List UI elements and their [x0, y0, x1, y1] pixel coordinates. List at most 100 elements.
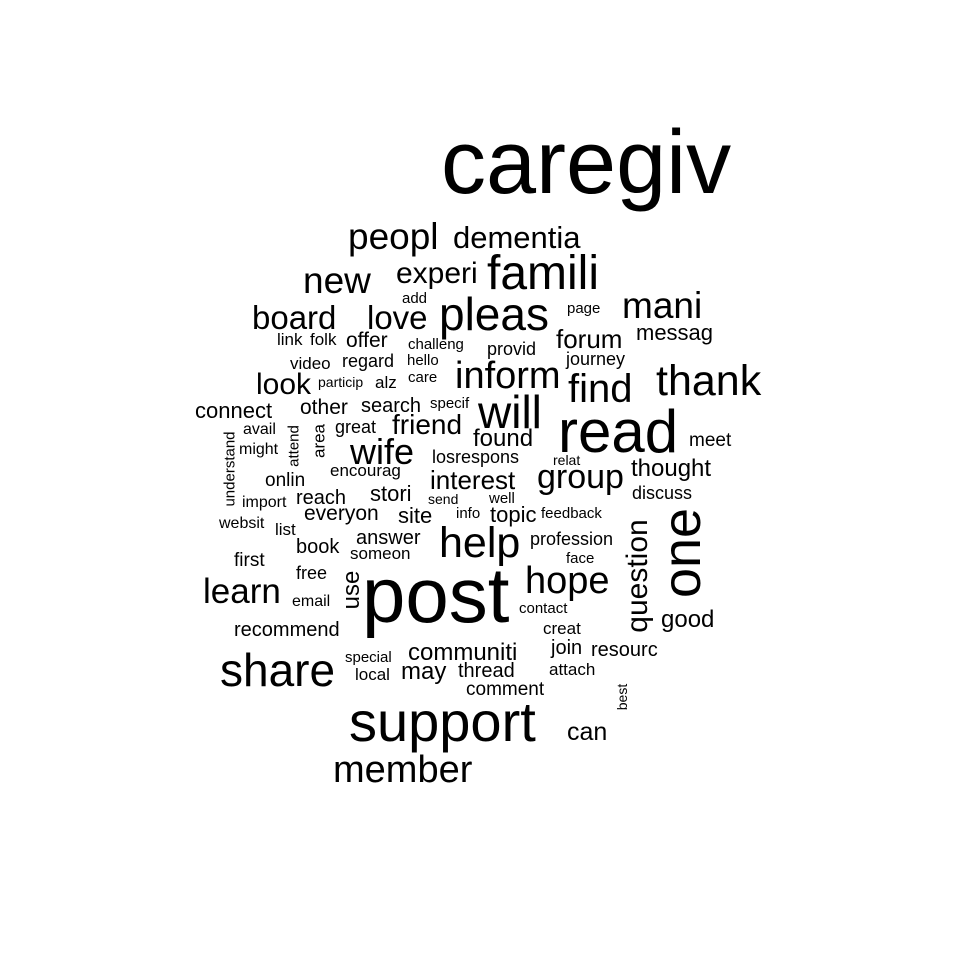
word: group [537, 458, 624, 496]
word: look [256, 368, 312, 401]
word: mani [622, 285, 703, 326]
word: help [439, 519, 521, 567]
word: free [296, 563, 328, 583]
word: alz [375, 373, 397, 392]
word: answer [356, 527, 421, 549]
word: search [361, 395, 422, 417]
word: offer [346, 329, 388, 352]
word: stori [370, 481, 412, 506]
word: post [362, 551, 510, 639]
word: link [277, 330, 303, 349]
word: board [252, 299, 337, 336]
word: hope [525, 560, 610, 602]
word: import [242, 494, 287, 511]
word: recommend [234, 619, 340, 641]
word: famili [487, 247, 600, 300]
word: list [275, 520, 296, 539]
word: find [568, 367, 633, 411]
word: topic [490, 502, 537, 527]
word: experi [396, 257, 478, 290]
word: inform [455, 355, 561, 397]
word: particip [318, 374, 364, 390]
word: hello [407, 352, 439, 369]
word: member [333, 749, 473, 791]
word: love [367, 299, 428, 336]
word: best [614, 683, 630, 711]
word: challeng [408, 336, 464, 353]
word: other [300, 396, 348, 419]
word: thought [631, 455, 712, 482]
word: websit [219, 515, 265, 532]
word: losrespons [432, 447, 520, 467]
word: comment [466, 679, 545, 700]
word: encourag [330, 461, 401, 480]
word: interest [430, 465, 516, 495]
word: page [567, 300, 601, 317]
word: specif [430, 395, 470, 412]
word: discuss [632, 483, 693, 503]
word: forum [556, 324, 623, 354]
word: journey [566, 349, 626, 369]
word: send [428, 491, 459, 507]
word: support [349, 690, 536, 753]
word: messag [636, 320, 714, 345]
word: can [567, 718, 608, 746]
word: email [292, 593, 331, 610]
word: care [408, 369, 438, 386]
word: understand [221, 431, 239, 507]
word: one [652, 507, 712, 599]
word: folk [310, 330, 337, 349]
word: caregiv [441, 113, 732, 213]
word: learn [203, 572, 281, 611]
word: feedback [541, 505, 602, 522]
word: creat [543, 619, 581, 638]
word: add [402, 290, 428, 307]
word: everyon [304, 502, 379, 525]
word: communiti [408, 639, 518, 666]
word: found [473, 425, 534, 452]
word: dementia [453, 220, 581, 255]
word: provid [487, 339, 537, 359]
word: connect [195, 398, 273, 423]
word: reach [296, 487, 347, 509]
word: may [401, 658, 447, 685]
word: video [290, 354, 331, 373]
word: well [489, 490, 515, 507]
word: book [296, 536, 340, 558]
word: use [338, 570, 365, 610]
word: attend [285, 425, 303, 467]
word: regard [342, 351, 395, 371]
word: onlin [265, 470, 306, 491]
word: question [621, 519, 654, 633]
word: great [335, 417, 377, 437]
word: thank [656, 357, 762, 405]
word: thread [458, 660, 515, 682]
word: might [239, 441, 279, 458]
word: will [478, 386, 542, 438]
word: pleas [439, 288, 549, 340]
word: first [234, 550, 265, 571]
word: new [303, 260, 371, 301]
word: contact [519, 600, 568, 617]
word: site [398, 503, 433, 528]
word: peopl [348, 216, 439, 257]
word: local [355, 665, 390, 684]
word: read [558, 398, 679, 465]
word: share [220, 644, 336, 696]
word: someon [350, 544, 411, 563]
word: friend [392, 409, 463, 440]
word: relat [553, 452, 581, 468]
word: meet [689, 430, 732, 451]
word: special [345, 649, 392, 666]
word: attach [549, 660, 596, 679]
word: join [551, 637, 583, 659]
word: avail [243, 421, 276, 438]
word: good [661, 606, 715, 633]
word: info [456, 505, 481, 522]
word: profession [530, 529, 614, 549]
word: wife [350, 431, 415, 472]
word: face [566, 550, 595, 567]
word: resourc [591, 639, 658, 661]
word: area [309, 423, 329, 459]
